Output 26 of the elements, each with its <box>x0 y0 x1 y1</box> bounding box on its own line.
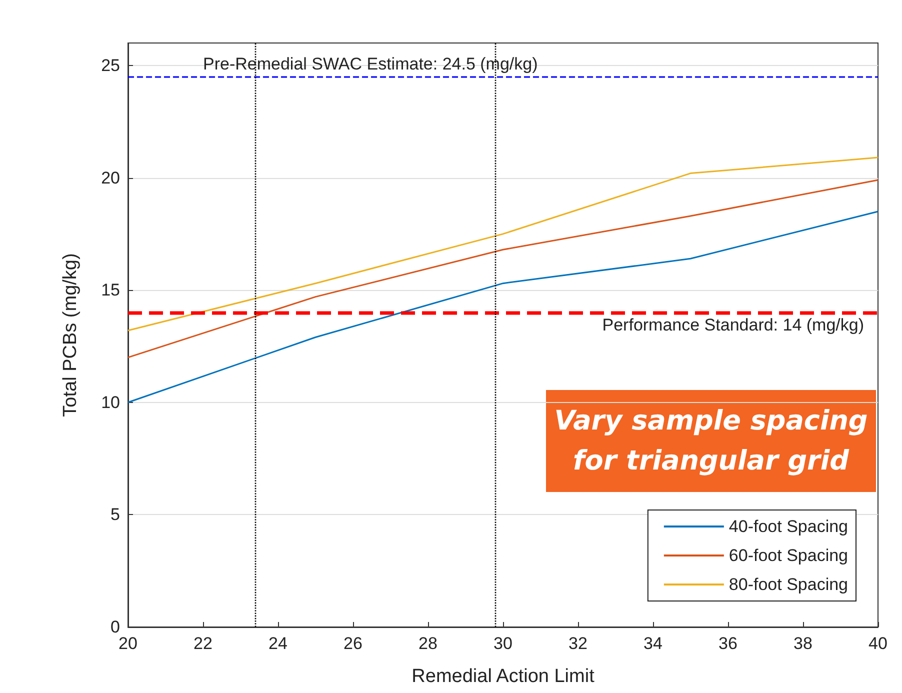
x-tick-label: 24 <box>268 634 288 653</box>
legend-label: 40-foot Spacing <box>728 517 848 536</box>
x-tick-label: 30 <box>494 634 512 653</box>
ref-line-label: Pre-Remedial SWAC Estimate: 24.5 (mg/kg) <box>203 54 538 74</box>
ref-line-label: Performance Standard: 14 (mg/kg) <box>602 316 864 335</box>
y-tick-label: 15 <box>101 280 120 300</box>
line-series <box>127 179 879 358</box>
y-tick-label: 25 <box>101 56 120 75</box>
x-tick-label: 26 <box>344 634 362 653</box>
x-tick-label: 36 <box>718 634 738 653</box>
y-tick-label: 20 <box>101 168 120 188</box>
x-tick-label: 38 <box>794 634 812 653</box>
x-tick-label: 32 <box>568 634 588 653</box>
y-tick-label: 0 <box>110 618 120 636</box>
x-axis-title: Remedial Action Limit <box>412 666 596 687</box>
y-tick-label: 5 <box>110 505 120 524</box>
x-tick-label: 28 <box>418 634 438 653</box>
x-tick-label: 22 <box>194 634 212 653</box>
line-series <box>127 210 879 404</box>
legend-label: 60-foot Spacing <box>728 546 848 565</box>
x-tick-label: 34 <box>644 634 662 653</box>
annotation: Vary sample spacing for triangular grid <box>554 406 868 476</box>
legend-label: 80-foot Spacing <box>728 575 848 594</box>
y-tick-label: 10 <box>101 392 120 412</box>
y-axis-title: Total PCBs (mg/kg) <box>60 253 81 417</box>
x-tick-label: 40 <box>868 634 888 653</box>
